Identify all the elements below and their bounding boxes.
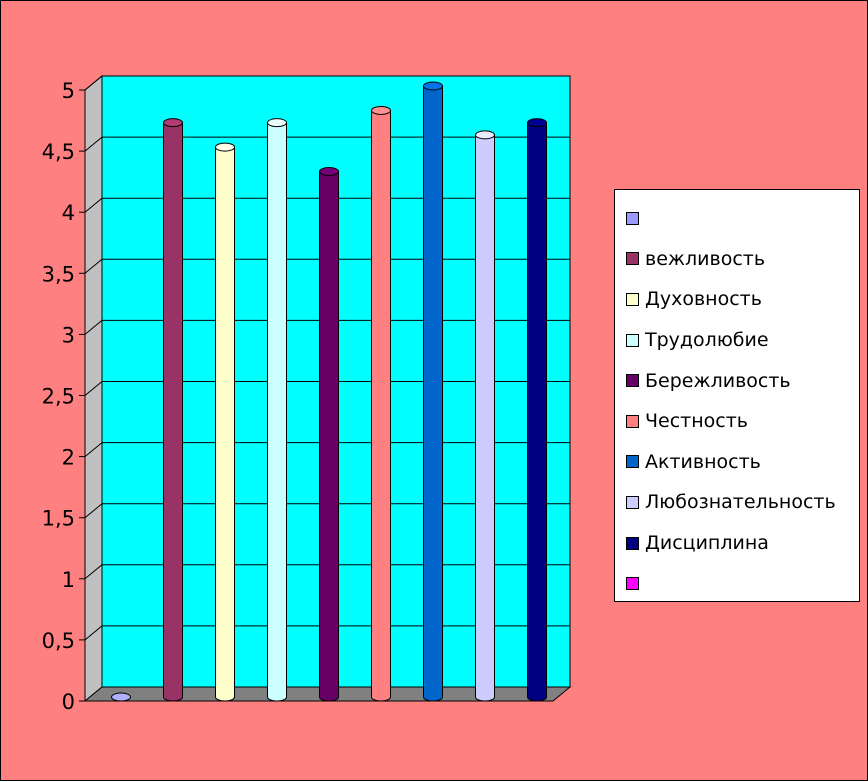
legend-label: Трудолюбие <box>645 329 769 351</box>
legend-label: Дисциплина <box>645 532 769 554</box>
bar-body <box>528 123 547 701</box>
bar-top <box>424 82 443 90</box>
legend-item: Любознательность <box>615 482 859 523</box>
legend-item: Трудолюбие <box>615 320 859 361</box>
bar <box>216 143 235 701</box>
y-tick-label: 0 <box>62 690 75 714</box>
legend-item <box>615 198 859 239</box>
legend-item: Честность <box>615 401 859 442</box>
legend-item: вежливость <box>615 239 859 280</box>
legend-label: Активность <box>645 451 761 473</box>
legend-swatch <box>626 415 639 428</box>
y-tick-label: 3 <box>62 323 75 347</box>
legend-item <box>615 563 859 604</box>
bar-top <box>268 119 287 127</box>
legend-label: Духовность <box>645 288 762 310</box>
chart-legend: вежливость Духовность Трудолюбие Бережливос… <box>614 189 860 602</box>
legend-swatch <box>626 496 639 509</box>
legend-item: Дисциплина <box>615 523 859 564</box>
bar-body <box>268 123 287 701</box>
bar-top <box>216 143 235 151</box>
bar-top <box>320 168 339 176</box>
bar-top <box>372 106 391 114</box>
bar <box>424 82 443 701</box>
legend-label: Бережливость <box>645 370 791 392</box>
bar-top <box>528 119 547 127</box>
legend-swatch <box>626 334 639 347</box>
bar <box>320 168 339 701</box>
legend-swatch <box>626 374 639 387</box>
bar-body <box>320 172 339 701</box>
legend-label: Честность <box>645 410 748 432</box>
legend-item: Духовность <box>615 279 859 320</box>
legend-item: Активность <box>615 442 859 483</box>
bar-body <box>216 147 235 701</box>
legend-swatch <box>626 577 639 590</box>
y-tick-label: 0,5 <box>42 629 75 653</box>
legend-label: Любознательность <box>645 491 836 513</box>
y-tick-label: 1,5 <box>42 507 75 531</box>
y-tick-label: 1 <box>62 568 75 592</box>
legend-label: вежливость <box>645 248 765 270</box>
bar <box>268 119 287 701</box>
y-tick-label: 4,5 <box>42 140 75 164</box>
bar-body <box>424 86 443 701</box>
bar-body <box>372 110 391 701</box>
legend-swatch <box>626 537 639 550</box>
legend-swatch <box>626 212 639 225</box>
bar <box>372 106 391 701</box>
y-tick-label: 2,5 <box>42 385 75 409</box>
legend-swatch <box>626 252 639 265</box>
legend-swatch <box>626 293 639 306</box>
bar <box>528 119 547 701</box>
bar-body <box>164 123 183 701</box>
legend-swatch <box>626 455 639 468</box>
y-tick-label: 4 <box>62 201 75 225</box>
bar-top <box>164 119 183 127</box>
bar <box>476 131 495 701</box>
legend-item: Бережливость <box>615 360 859 401</box>
bar-top <box>476 131 495 139</box>
bar <box>112 693 131 701</box>
y-tick-label: 5 <box>62 79 75 103</box>
bar <box>164 119 183 701</box>
bar-body <box>476 135 495 701</box>
y-tick-label: 2 <box>62 446 75 470</box>
y-tick-label: 3,5 <box>42 262 75 286</box>
bar-top <box>112 693 131 701</box>
